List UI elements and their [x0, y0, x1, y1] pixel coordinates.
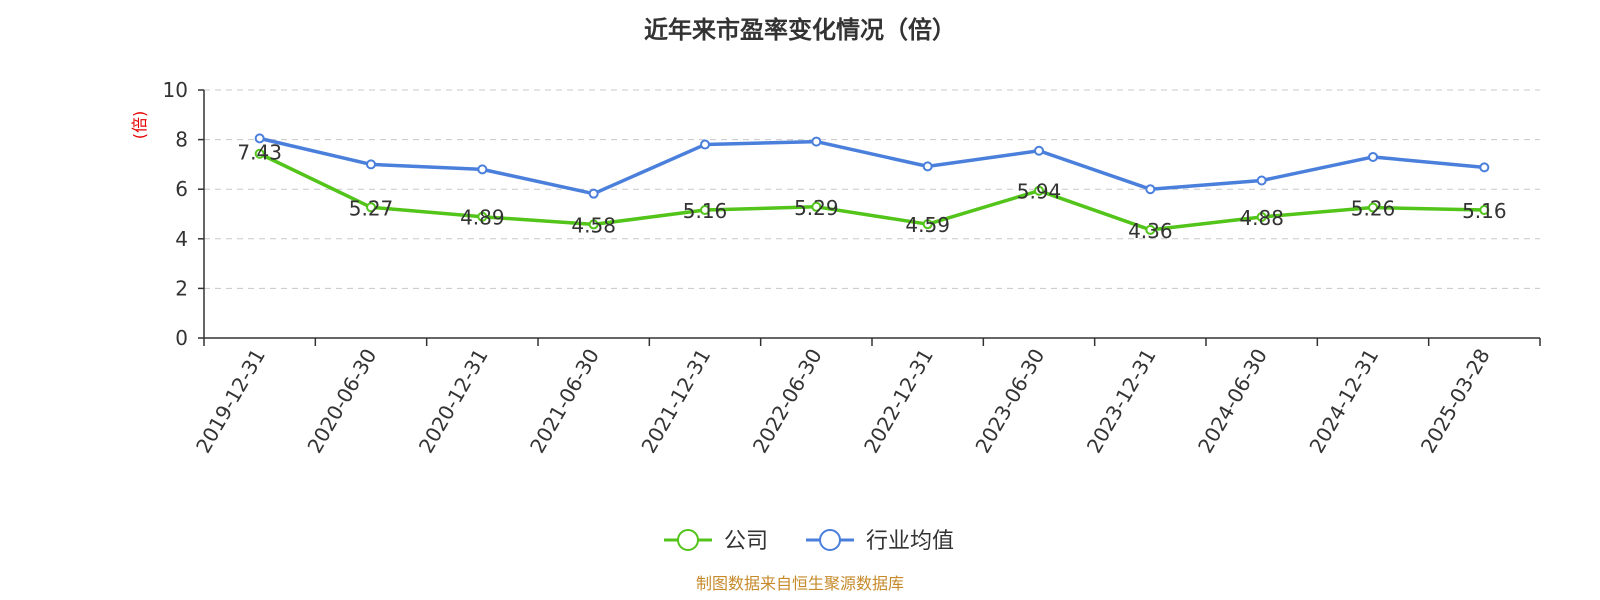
x-axis-tick-label: 2025-03-28: [1416, 345, 1495, 458]
data-point: [700, 139, 710, 150]
x-axis-tick-label: 2022-12-31: [859, 345, 938, 458]
x-axis-tick-label: 2021-06-30: [525, 345, 604, 458]
chart-title: 近年来市盈率变化情况（倍）: [644, 16, 956, 44]
legend-item-0: 公司: [664, 529, 768, 554]
data-point: [811, 136, 822, 147]
plot-area: 0 2 4 6 8 10 2019-12-31 2020-06-30 2020-12-31 202…: [163, 78, 1541, 458]
data-point: [1368, 202, 1378, 213]
y-axis-label: (倍): [130, 111, 149, 140]
data-label: 5.27: [349, 196, 394, 220]
y-axis-tick-label: 6: [175, 177, 188, 201]
data-point: [366, 159, 376, 170]
y-axis-tick-label: 2: [175, 276, 188, 300]
data-point: [254, 148, 265, 159]
y-axis-tick-label: 0: [175, 326, 188, 350]
series-line-1: [257, 136, 1487, 196]
legend-label: 公司: [724, 529, 768, 554]
data-point: [1368, 151, 1378, 162]
data-point: [922, 161, 933, 172]
x-axis-tick-label: 2024-06-30: [1193, 345, 1272, 458]
legend: 公司 行业均值: [664, 529, 954, 554]
y-axis-tick-label: 10: [163, 78, 188, 102]
data-point: [811, 201, 822, 212]
data-label: 7.43: [237, 141, 282, 165]
legend-swatch-marker: [819, 529, 841, 551]
data-point: [1145, 184, 1156, 195]
y-axis-tick-label: 4: [175, 227, 188, 251]
data-point: [1034, 185, 1044, 196]
data-point: [1256, 211, 1267, 222]
data-label: 4.88: [1239, 206, 1284, 230]
data-label: 4.89: [460, 206, 505, 230]
data-label: 5.94: [1017, 180, 1062, 204]
y-axis-tick-label: 8: [175, 128, 188, 152]
data-point: [1145, 224, 1156, 235]
legend-label: 行业均值: [866, 529, 954, 554]
x-axis-tick-label: 2020-06-30: [302, 345, 381, 458]
data-label: 5.16: [1462, 199, 1507, 223]
x-axis-tick-label: 2024-12-31: [1304, 345, 1383, 458]
x-axis-tick-label: 2022-06-30: [748, 345, 827, 458]
data-point: [1256, 175, 1267, 186]
data-label: 4.58: [571, 213, 616, 237]
data-point: [1479, 162, 1490, 173]
data-label: 4.36: [1128, 219, 1173, 243]
legend-item-1: 行业均值: [806, 529, 954, 554]
x-axis-tick-label: 2020-12-31: [414, 345, 493, 458]
data-label: 5.16: [683, 199, 728, 223]
data-label: 5.29: [794, 196, 839, 220]
data-point: [922, 219, 933, 230]
data-point: [477, 164, 488, 175]
x-axis-tick-label: 2021-12-31: [636, 345, 715, 458]
data-point: [588, 219, 599, 230]
x-axis-tick-label: 2023-06-30: [970, 345, 1049, 458]
data-point: [588, 188, 599, 199]
data-point: [1479, 205, 1490, 216]
source-note: 制图数据来自恒生聚源数据库: [696, 574, 904, 593]
data-point: [700, 205, 710, 216]
data-point: [366, 202, 376, 213]
data-label: 5.26: [1351, 197, 1396, 221]
data-point: [477, 211, 488, 222]
x-axis-tick-label: 2019-12-31: [191, 345, 270, 458]
data-point: [1034, 145, 1044, 156]
legend-swatch-marker: [677, 529, 699, 551]
data-label: 4.59: [905, 213, 950, 237]
data-point: [254, 133, 265, 144]
x-axis-tick-label: 2023-12-31: [1082, 345, 1161, 458]
series-line-0: [257, 151, 1487, 232]
